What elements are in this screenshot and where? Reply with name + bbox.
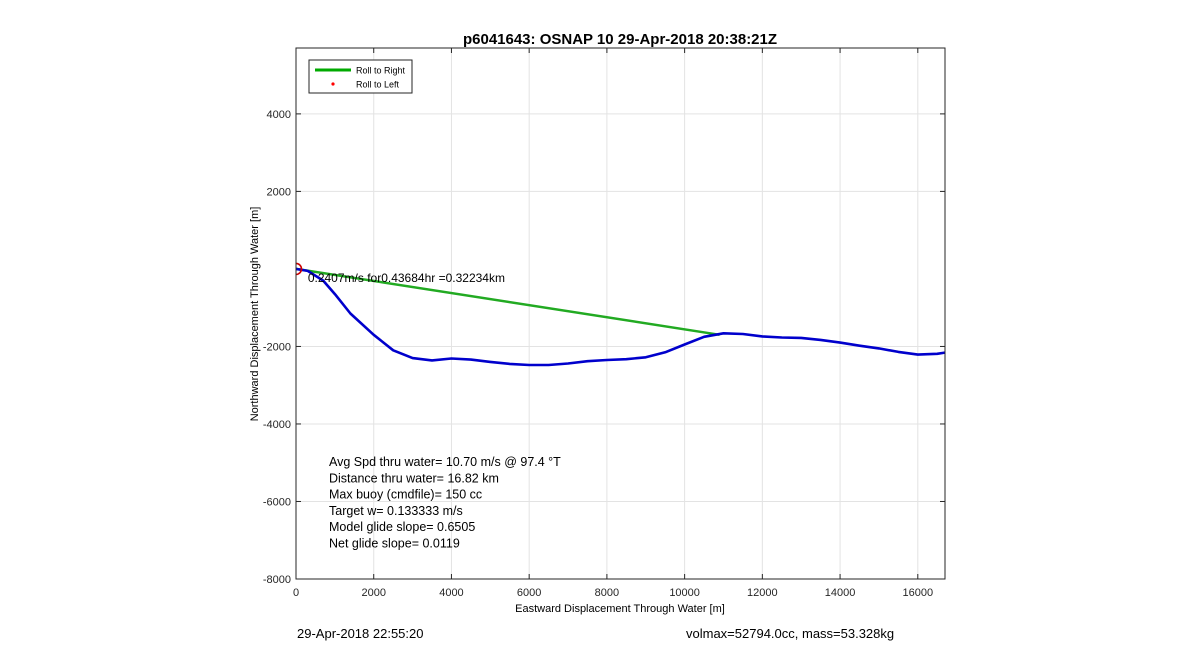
- y-tick-label: -2000: [263, 341, 291, 353]
- x-tick-label: 0: [293, 587, 299, 599]
- legend: Roll to Right Roll to Left: [308, 59, 413, 94]
- axis-ticks: 0 2000 4000 6000 8000 10000 12000 14000 16000 -80…: [263, 48, 945, 599]
- x-tick-label: 8000: [595, 587, 619, 599]
- plot-area: [295, 47, 946, 580]
- chart-title: p6041643: OSNAP 10 29-Apr-2018 20:38:21Z: [463, 31, 777, 48]
- footer-timestamp: 29-Apr-2018 22:55:20: [297, 626, 424, 641]
- legend-swatch-dot: [331, 82, 335, 86]
- stats-line: Avg Spd thru water= 10.70 m/s @ 97.4 °T: [329, 455, 561, 469]
- stats-line: Model glide slope= 0.6505: [329, 520, 475, 534]
- stats-line: Max buoy (cmdfile)= 150 cc: [329, 488, 482, 502]
- legend-box: [308, 59, 413, 94]
- y-tick-label: 4000: [267, 109, 291, 121]
- y-axis-label: Northward Displacement Through Water [m]: [249, 207, 261, 422]
- legend-label: Roll to Left: [356, 80, 400, 90]
- start-marker: [296, 262, 303, 276]
- stats-line: Target w= 0.133333 m/s: [329, 504, 463, 518]
- x-tick-label: 2000: [361, 587, 385, 599]
- x-tick-label: 6000: [517, 587, 541, 599]
- y-tick-label: -4000: [263, 419, 291, 431]
- series-layer: [296, 262, 945, 367]
- y-tick-label: 2000: [267, 186, 291, 198]
- grid: [296, 48, 945, 580]
- series-line-2: [296, 267, 945, 367]
- x-tick-label: 16000: [902, 587, 933, 599]
- x-tick-label: 14000: [825, 587, 856, 599]
- y-tick-label: -6000: [263, 496, 291, 508]
- segment-speed-annotation: 0.2407m/s for0.43684hr =0.32234km: [308, 271, 505, 285]
- x-tick-label: 10000: [669, 587, 700, 599]
- x-tick-label: 12000: [747, 587, 778, 599]
- y-tick-label: -8000: [263, 574, 291, 586]
- legend-label: Roll to Right: [356, 66, 406, 76]
- stats-line: Net glide slope= 0.0119: [329, 537, 460, 551]
- footer-vessel-info: volmax=52794.0cc, mass=53.328kg: [686, 626, 895, 641]
- annotations: 0.2407m/s for0.43684hr =0.32234km Avg Spd…: [308, 271, 561, 551]
- x-tick-label: 4000: [439, 587, 463, 599]
- x-axis-label: Eastward Displacement Through Water [m]: [515, 603, 725, 615]
- stats-line: Distance thru water= 16.82 km: [329, 471, 499, 485]
- series-line-1: [296, 267, 720, 337]
